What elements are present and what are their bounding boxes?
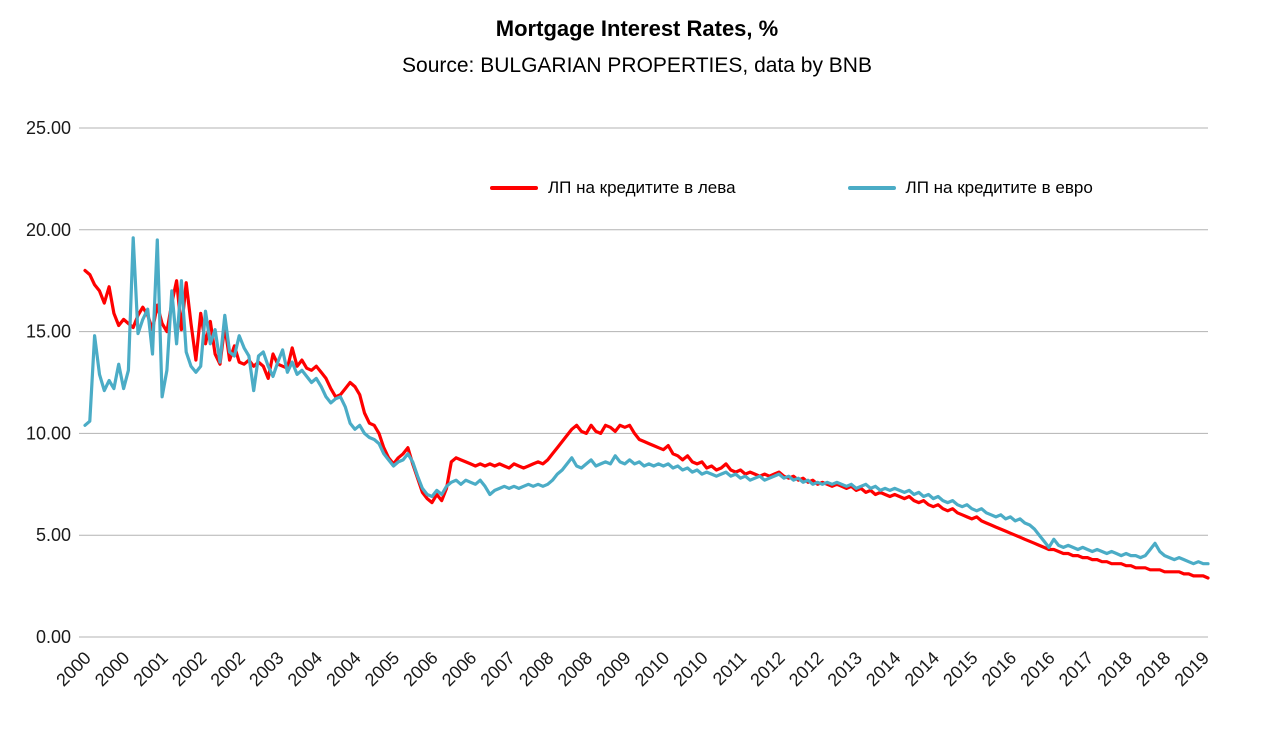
chart-title: Mortgage Interest Rates, % (495, 16, 779, 41)
x-axis-label: 2018 (1132, 648, 1174, 690)
x-axis-label: 2008 (554, 648, 596, 690)
x-axis-label: 2005 (361, 648, 403, 690)
legend-item-evro: ЛП на кредитите в евро (847, 178, 1093, 198)
x-axis-label: 2002 (207, 648, 249, 690)
series-line-1 (83, 236, 1210, 566)
x-axis-label: 2017 (1055, 648, 1097, 690)
y-axis-label: 25.00 (26, 118, 71, 138)
x-axis-label: 2013 (824, 648, 866, 690)
x-axis-label: 2009 (592, 648, 634, 690)
x-axis-label: 2008 (515, 648, 557, 690)
x-axis-label: 2015 (939, 648, 981, 690)
x-axis-label: 2000 (91, 648, 133, 690)
legend: ЛП на кредитите в лева ЛП на кредитите в… (490, 178, 1093, 198)
y-axis-label: 5.00 (36, 525, 71, 545)
x-axis-label: 2001 (129, 648, 171, 690)
legend-label-leva: ЛП на кредитите в лева (548, 178, 736, 197)
x-axis-label: 2012 (785, 648, 827, 690)
legend-swatch-leva-icon (490, 186, 538, 190)
x-axis-label: 2003 (245, 648, 287, 690)
y-axis-label: 15.00 (26, 322, 71, 342)
y-axis-label: 0.00 (36, 627, 71, 647)
x-axis-label: 2010 (631, 648, 673, 690)
x-axis-label: 2007 (476, 648, 518, 690)
x-axis-label: 2011 (709, 648, 751, 690)
x-axis-label: 2006 (438, 648, 480, 690)
x-axis-label: 2016 (978, 648, 1020, 690)
series-line-0 (83, 268, 1210, 580)
x-axis-label: 2012 (746, 648, 788, 690)
x-axis-label: 2018 (1093, 648, 1135, 690)
x-axis-label: 2002 (168, 648, 210, 690)
legend-swatch-evro-icon (847, 186, 896, 190)
x-axis-label: 2004 (322, 648, 364, 690)
legend-label-evro: ЛП на кредитите в евро (905, 178, 1093, 197)
x-axis-label: 2016 (1016, 648, 1058, 690)
x-axis-label: 2000 (52, 648, 94, 690)
chart-subtitle: Source: BULGARIAN PROPERTIES, data by BN… (402, 54, 872, 77)
x-axis-label: 2014 (901, 648, 943, 690)
legend-item-leva: ЛП на кредитите в лева (490, 178, 736, 198)
x-axis-label: 2019 (1171, 648, 1213, 690)
x-axis-label: 2006 (399, 648, 441, 690)
x-axis-label: 2014 (862, 648, 904, 690)
x-axis-label: 2010 (669, 648, 711, 690)
y-axis-label: 10.00 (26, 423, 71, 443)
x-axis-label: 2004 (284, 648, 326, 690)
y-axis-label: 20.00 (26, 220, 71, 240)
